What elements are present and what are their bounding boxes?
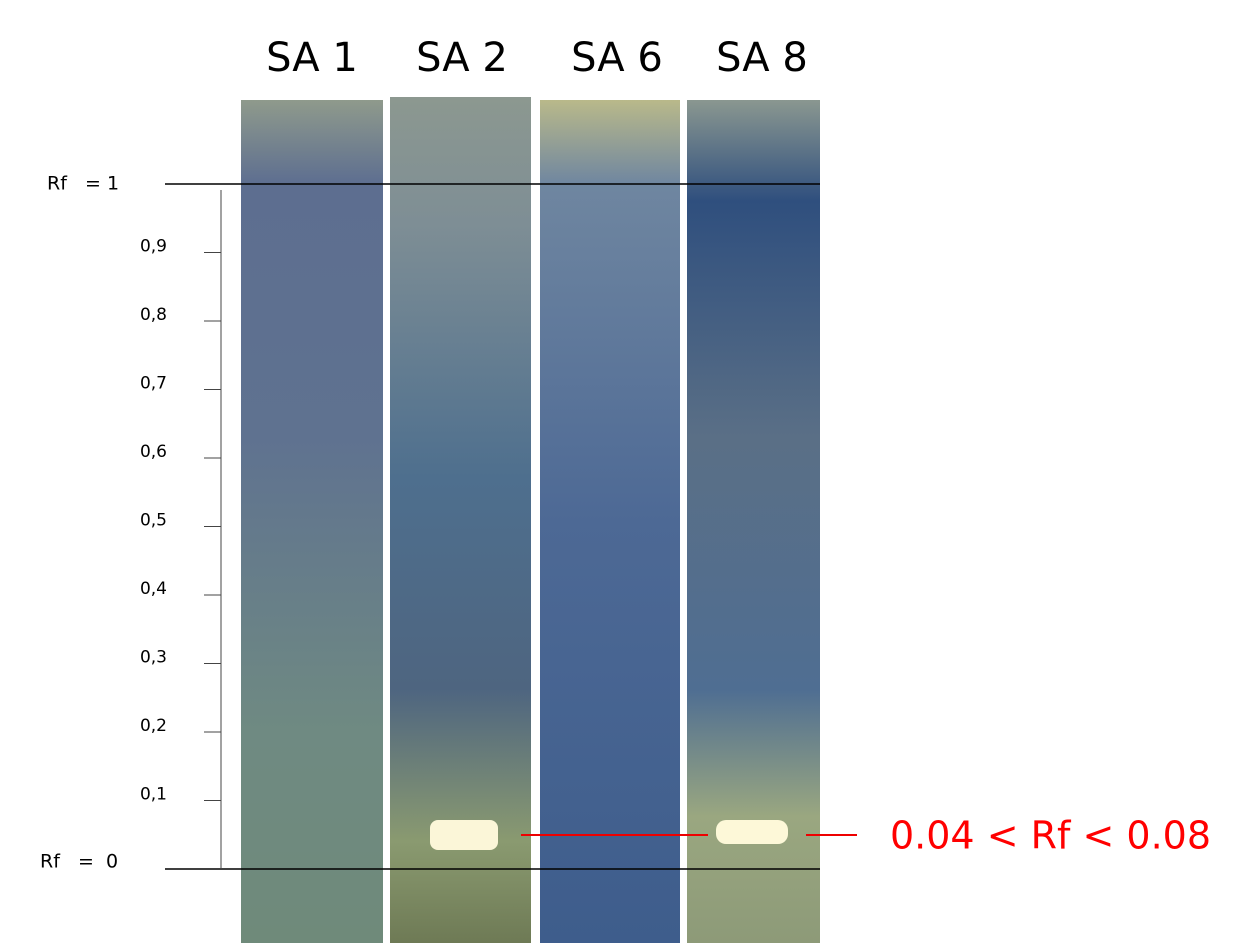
page: SA 1 SA 2 SA 6 SA 8 Rf = 1 Rf = 0 0,9 0,8… [0,0,1237,943]
lane-label: SA 1 [266,35,358,81]
figure: SA 1 SA 2 SA 6 SA 8 Rf = 1 Rf = 0 0,9 0,8… [0,0,1237,943]
lane-label: SA 6 [571,35,663,81]
scale-label: 0,2 [140,716,167,736]
plate-strip [390,97,531,943]
scale-label: 0,6 [140,442,167,462]
annotation: 0.04 < Rf < 0.08 [890,814,1211,858]
plate-strip [687,100,820,943]
scale-label: 0,1 [140,785,167,805]
lane-label: SA 2 [416,35,508,81]
scale-label: 0,3 [140,648,167,668]
lane-label: SA 8 [716,35,808,81]
spot [716,820,788,844]
scale-label: 0,4 [140,579,167,599]
rf-bottom-label: Rf = 0 [40,851,118,873]
rf-top-label: Rf = 1 [47,173,119,195]
spot [430,820,498,850]
scale: 0,9 0,8 0,7 0,6 0,5 0,4 0,3 0,2 0,1 [140,237,221,805]
scale-label: 0,5 [140,511,167,531]
scale-label: 0,9 [140,237,167,257]
scale-label: 0,8 [140,305,167,325]
plate-strip [241,100,383,943]
scale-label: 0,7 [140,374,167,394]
plate-strip [540,100,680,943]
